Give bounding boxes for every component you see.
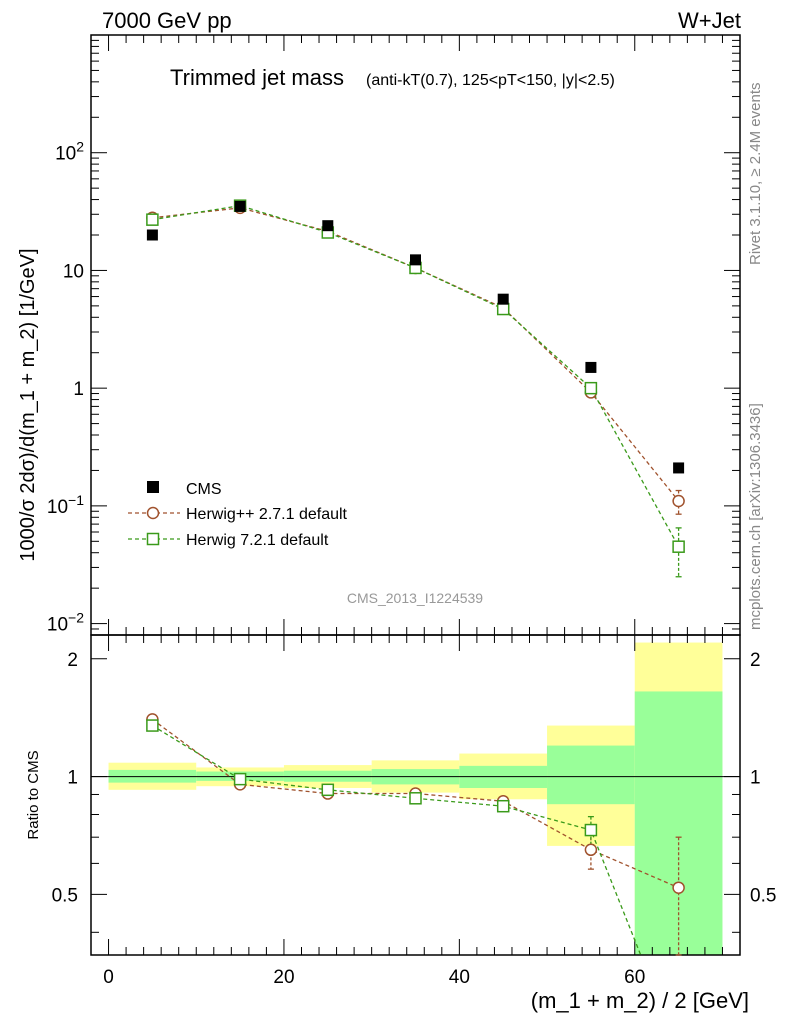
herwigpp-ratio-point <box>672 881 685 894</box>
herwigpp-ratio-point <box>584 843 598 857</box>
herwig7-ratio-point <box>409 792 422 805</box>
ratio-panel-frame <box>90 634 741 956</box>
axis-ticks <box>91 34 740 955</box>
y-tick-label-ratio: 1 <box>67 768 78 789</box>
y-axis-label-ratio: Ratio to CMS <box>25 750 42 839</box>
herwig7-point <box>496 302 510 316</box>
tick-labels: 0 20 40 60 10−2 10−1 1 10 102 0.5 0.5 1 1 2 2 <box>47 139 777 988</box>
herwig7-ratio-point <box>584 823 598 837</box>
header-process-label: W+Jet <box>678 8 741 33</box>
legend-marker-herwig7 <box>146 532 160 546</box>
band-inner-6 <box>634 691 723 955</box>
header-energy-label: 7000 GeV pp <box>102 8 232 33</box>
y-tick-label-ratio-right: 0.5 <box>750 885 776 906</box>
x-tick-label: 20 <box>273 967 294 988</box>
plot-title-main: Trimmed jet mass <box>170 65 344 90</box>
series-lines <box>152 204 680 955</box>
cms-point <box>497 293 509 305</box>
herwig7-point <box>146 213 159 226</box>
legend-label-cms: CMS <box>186 481 222 498</box>
x-axis-label: (m_1 + m_2) / 2 [GeV] <box>531 988 749 1013</box>
x-tick-label: 0 <box>103 967 114 988</box>
y-tick-label-top: 10 <box>63 261 84 282</box>
analysis-watermark: CMS_2013_I1224539 <box>347 590 483 606</box>
herwig7-ratio-point <box>146 719 159 732</box>
cms-point <box>585 361 597 373</box>
plot-title-detail: (anti-kT(0.7), 125<pT<150, |y|<2.5) <box>366 72 615 89</box>
x-tick-label: 40 <box>449 967 470 988</box>
cms-point <box>673 462 685 474</box>
y-tick-label-top: 102 <box>55 139 84 165</box>
y-tick-label-ratio-right: 1 <box>750 768 761 789</box>
herwig7-ratio-point <box>233 772 247 786</box>
y-tick-label-top: 1 <box>73 379 84 400</box>
y-tick-label-ratio-right: 2 <box>750 650 761 671</box>
legend-label-herwig7: Herwig 7.2.1 default <box>186 532 329 549</box>
mcplots-label: mcplots.cern.ch [arXiv:1306.3436] <box>747 403 764 630</box>
herwigpp-point <box>672 494 685 508</box>
legend-label-herwigpp: Herwig++ 2.7.1 default <box>186 506 348 523</box>
herwig7-ratio-point <box>321 783 335 797</box>
y-tick-label-top: 10−1 <box>47 492 84 518</box>
band-inner-5 <box>547 745 635 805</box>
y-tick-label-ratio: 0.5 <box>52 885 78 906</box>
herwig7-ratio-point <box>496 799 510 813</box>
cms-point <box>322 220 334 232</box>
herwig7-point <box>672 540 685 553</box>
y-axis-label-top: 1000/σ 2dσ)/d(m_1 + m_2) [1/GeV] <box>17 248 39 561</box>
legend-marker-cms <box>147 481 159 493</box>
x-tick-label: 60 <box>624 967 645 988</box>
cms-point <box>234 200 246 212</box>
rivet-version-label: Rivet 3.1.10, ≥ 2.4M events <box>747 82 764 266</box>
cms-point <box>146 229 158 241</box>
data-markers <box>146 199 685 894</box>
y-tick-label-ratio: 2 <box>67 650 78 671</box>
legend-marker-herwigpp <box>146 506 160 520</box>
y-tick-label-top: 10−2 <box>47 610 84 636</box>
cms-point <box>410 254 421 266</box>
herwig7-point <box>584 381 598 395</box>
legend: CMS Herwig++ 2.7.1 default Herwig 7.2.1 … <box>128 481 348 549</box>
line-top-1 <box>152 207 680 502</box>
